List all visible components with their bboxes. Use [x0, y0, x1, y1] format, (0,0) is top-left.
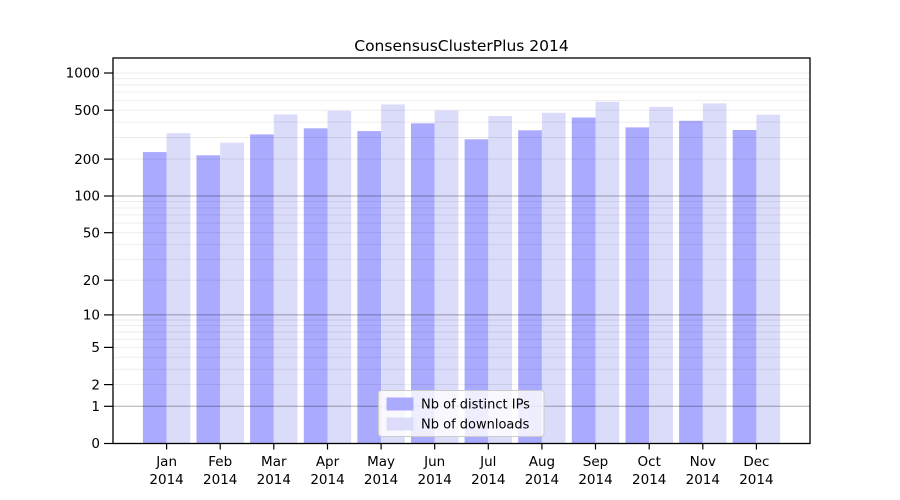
x-tick-label-year: 2014	[739, 472, 773, 488]
x-tick-label-year: 2014	[471, 472, 505, 488]
x-tick-label-month: Dec	[743, 454, 769, 470]
bar-downloads-dec	[756, 114, 781, 444]
bar-distinct-ips-jul	[464, 139, 489, 444]
bar-downloads-jan	[166, 133, 191, 444]
x-tick-label-year: 2014	[525, 472, 559, 488]
y-tick-label: 1	[91, 399, 100, 415]
legend-label-distinct-ips: Nb of distinct IPs	[421, 398, 530, 413]
chart-title: ConsensusClusterPlus 2014	[354, 37, 568, 55]
bar-downloads-sep	[595, 101, 620, 444]
bar-distinct-ips-dec	[732, 130, 757, 444]
x-tick-label-month: Nov	[690, 454, 716, 470]
x-tick-label-year: 2014	[632, 472, 666, 488]
bar-downloads-jul	[488, 116, 512, 444]
legend-label-downloads: Nb of downloads	[421, 418, 530, 433]
x-tick-label-year: 2014	[203, 472, 237, 488]
x-tick-label-month: Apr	[316, 454, 340, 470]
bar-downloads-apr	[327, 110, 352, 444]
bar-distinct-ips-oct	[625, 127, 650, 444]
bar-downloads-oct	[649, 106, 673, 444]
bar-downloads-feb	[220, 142, 244, 444]
legend-swatch-downloads	[386, 417, 414, 431]
grid-layer	[113, 72, 810, 407]
x-tick-label-year: 2014	[257, 472, 291, 488]
x-tick-label-month: May	[367, 454, 395, 470]
bar-distinct-ips-nov	[679, 120, 703, 444]
x-tick-label-month: Jan	[155, 454, 177, 470]
x-tick-label-month: Mar	[261, 454, 287, 470]
legend-swatch-distinct-ips	[386, 397, 414, 411]
legend-box	[378, 390, 545, 437]
axis-box	[112, 57, 811, 445]
bar-distinct-ips-jan	[142, 152, 167, 444]
x-tick-label-year: 2014	[418, 472, 452, 488]
bar-downloads-jun	[434, 110, 459, 444]
bar-distinct-ips-mar	[250, 134, 274, 444]
x-tick-label-year: 2014	[686, 472, 720, 488]
x-tick-label-month: Aug	[529, 454, 555, 470]
bar-downloads-aug	[541, 112, 566, 444]
y-tick-label: 2	[91, 377, 100, 393]
bar-distinct-ips-aug	[518, 130, 542, 444]
bar-downloads-mar	[273, 114, 298, 444]
bar-distinct-ips-may	[357, 131, 382, 444]
x-tick-label-month: Jul	[479, 454, 496, 470]
legend: Nb of distinct IPs Nb of downloads	[378, 390, 545, 437]
y-tick-label: 1000	[66, 66, 100, 82]
bar-distinct-ips-jun	[411, 123, 435, 444]
y-tick-label: 5	[91, 340, 100, 356]
y-tick-label: 100	[74, 189, 100, 205]
y-tick-label: 50	[83, 225, 100, 241]
x-tick-label-year: 2014	[578, 472, 612, 488]
x-tick-label-year: 2014	[310, 472, 344, 488]
x-tick-label-month: Oct	[638, 454, 661, 470]
y-tick-label: 500	[74, 103, 100, 119]
y-tick-label: 200	[74, 152, 100, 168]
bar-downloads-nov	[702, 103, 727, 444]
y-tick-label: 10	[83, 308, 100, 324]
y-tick-label: 0	[91, 436, 100, 452]
x-tick-label-month: Jun	[423, 454, 445, 470]
y-tick-label: 20	[83, 273, 100, 289]
x-tick-label-month: Feb	[208, 454, 232, 470]
bars-layer	[142, 101, 781, 444]
tick-labels-layer: 0 1 2 5 10 20 50 100 200 500 1000 Jan 2014 Feb 2014 Mar…	[66, 66, 774, 488]
axes-layer	[104, 57, 811, 450]
x-tick-label-month: Sep	[583, 454, 608, 470]
bar-downloads-may	[381, 104, 405, 444]
bar-distinct-ips-apr	[303, 128, 328, 444]
x-tick-label-year: 2014	[364, 472, 398, 488]
bar-distinct-ips-feb	[196, 155, 221, 444]
bar-distinct-ips-sep	[571, 117, 596, 444]
x-tick-label-year: 2014	[149, 472, 183, 488]
